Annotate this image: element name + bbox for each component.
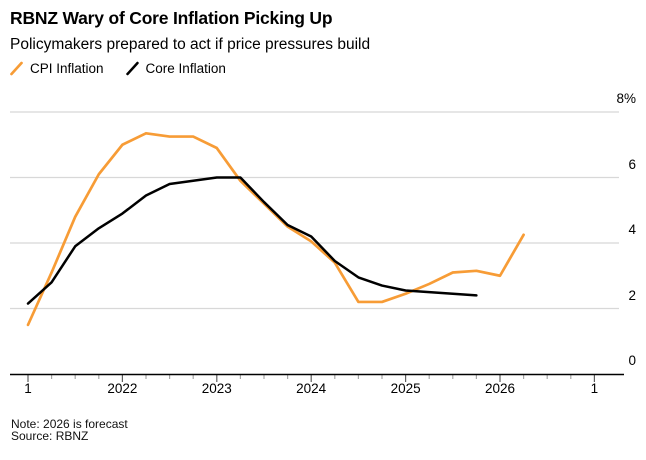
- legend: CPI Inflation Core Inflation: [10, 61, 226, 76]
- cpi-line-swatch-icon: [10, 61, 23, 76]
- core-line-swatch-icon: [125, 61, 139, 76]
- x-axis-label-2026-q20: 2026: [484, 381, 516, 396]
- series-lines: [26, 131, 525, 327]
- y-axis-label-6: 6: [628, 156, 636, 172]
- x-axis-label-2023-q8: 2023: [201, 381, 232, 396]
- legend-item-cpi: CPI Inflation: [10, 61, 104, 76]
- legend-item-core: Core Inflation: [125, 61, 226, 76]
- x-axis-label-1-q24: 1: [590, 381, 599, 396]
- chart-subtitle: Policymakers prepared to act if price pr…: [10, 36, 371, 53]
- series-line-core-inflation: [26, 176, 478, 305]
- gridlines: [10, 111, 619, 310]
- x-axis-label-1-q0: 1: [24, 381, 32, 396]
- y-axis-label-4: 4: [628, 222, 636, 237]
- legend-label-cpi: CPI Inflation: [30, 61, 104, 76]
- axis-ticks: [27, 375, 596, 382]
- source-line: Source: RBNZ: [11, 429, 89, 443]
- x-axis-label-2022-q4: 2022: [107, 381, 138, 396]
- chart-title: RBNZ Wary of Core Inflation Picking Up: [10, 8, 333, 28]
- series-line-cpi-inflation: [26, 131, 525, 327]
- x-axis-label-2024-q12: 2024: [296, 381, 327, 396]
- y-axis-label-0: 0: [628, 353, 636, 368]
- y-axis-label-2: 2: [628, 287, 636, 303]
- footnote: Note: 2026 is forecast: [11, 417, 128, 431]
- y-axis-label-8: 8%: [616, 91, 636, 106]
- legend-label-core: Core Inflation: [145, 61, 226, 76]
- x-axis-label-2025-q16: 2025: [390, 381, 421, 396]
